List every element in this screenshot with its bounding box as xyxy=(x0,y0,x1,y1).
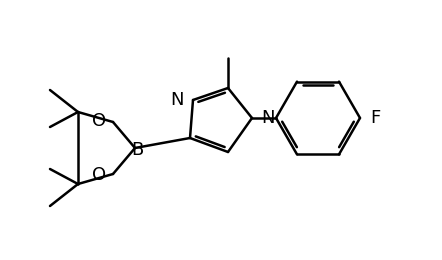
Text: O: O xyxy=(92,166,106,184)
Text: B: B xyxy=(131,141,143,159)
Text: N: N xyxy=(261,109,274,127)
Text: N: N xyxy=(171,91,184,109)
Text: F: F xyxy=(370,109,380,127)
Text: O: O xyxy=(92,112,106,130)
